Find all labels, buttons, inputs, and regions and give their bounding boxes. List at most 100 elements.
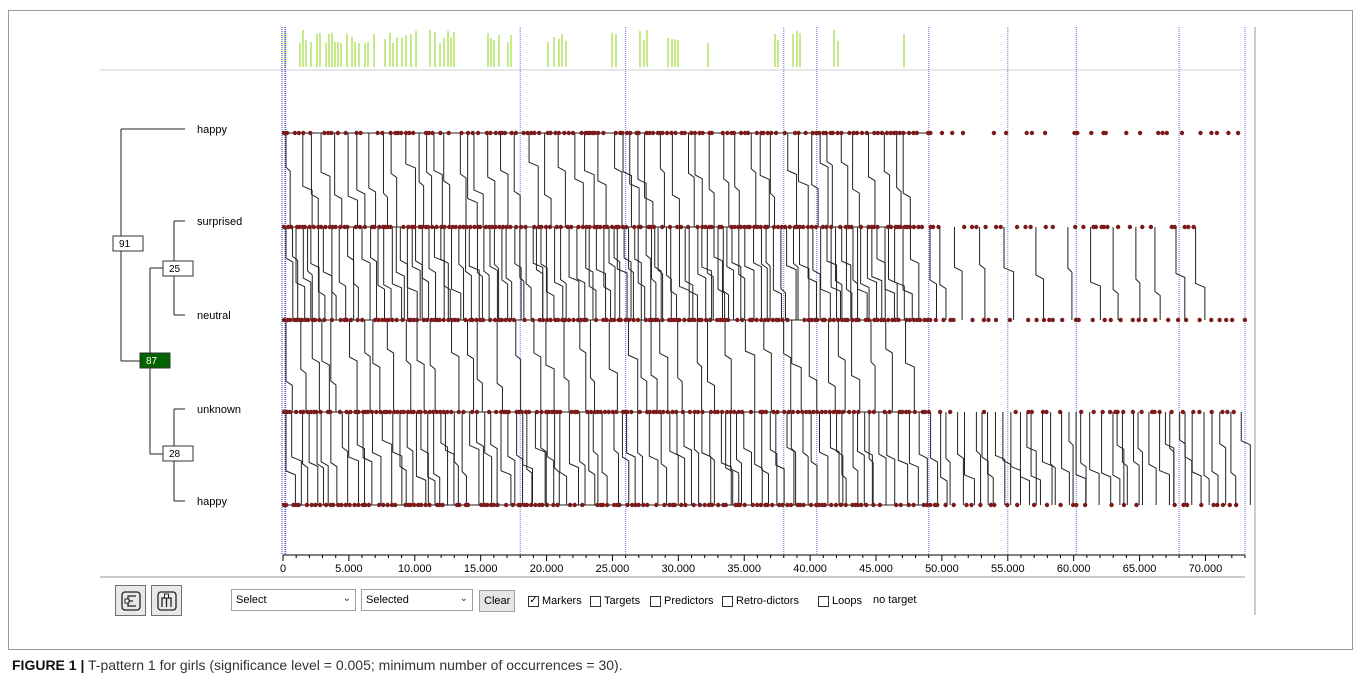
event-dot-628 bbox=[760, 409, 766, 415]
markers-checkbox[interactable]: ✓ Markers bbox=[528, 593, 582, 609]
pattern-line-190 bbox=[563, 320, 570, 412]
event-dot-289 bbox=[875, 224, 880, 230]
targets-checkbox[interactable]: Targets bbox=[590, 593, 640, 609]
event-dot-90 bbox=[754, 130, 760, 136]
predictors-checkbox-label: Predictors bbox=[664, 595, 714, 607]
event-dot-197 bbox=[464, 224, 469, 230]
event-dot-409 bbox=[618, 317, 623, 323]
event-dot-195 bbox=[457, 224, 463, 230]
pattern-line-68 bbox=[383, 227, 392, 320]
event-dot-593 bbox=[598, 409, 603, 415]
event-dot-751 bbox=[555, 502, 560, 508]
event-dot-151 bbox=[1235, 130, 1241, 136]
event-dot-174 bbox=[372, 224, 377, 230]
pattern-line-221 bbox=[348, 412, 360, 505]
event-dot-120 bbox=[894, 130, 899, 136]
event-dot-829 bbox=[978, 502, 983, 508]
retro-dictors-checkbox[interactable]: Retro-dictors bbox=[722, 593, 799, 609]
event-dot-788 bbox=[755, 502, 760, 508]
event-dot-716 bbox=[389, 502, 395, 508]
event-dot-701 bbox=[323, 502, 329, 508]
event-dot-657 bbox=[903, 409, 909, 415]
pattern-line-313 bbox=[1080, 412, 1087, 505]
event-dot-153 bbox=[285, 224, 291, 230]
event-dot-713 bbox=[376, 502, 382, 508]
pattern-line-255 bbox=[601, 412, 608, 505]
event-dot-430 bbox=[699, 317, 704, 323]
pattern-line-99 bbox=[568, 227, 580, 320]
event-dot-30 bbox=[475, 130, 481, 136]
predictors-checkbox[interactable]: Predictors bbox=[650, 593, 714, 609]
tree-vertical-button[interactable] bbox=[151, 585, 182, 616]
select-dropdown[interactable]: Select ⌄ bbox=[231, 589, 356, 611]
pattern-line-77 bbox=[433, 227, 445, 320]
pattern-line-15 bbox=[459, 133, 467, 227]
event-dot-509 bbox=[1153, 317, 1158, 323]
pattern-line-220 bbox=[341, 412, 349, 505]
event-dot-122 bbox=[901, 130, 906, 136]
predictors-checkbox-box[interactable] bbox=[650, 595, 661, 607]
event-dot-608 bbox=[661, 409, 666, 415]
retro-dictors-checkbox-box[interactable] bbox=[722, 595, 733, 607]
markers-checkbox-box[interactable]: ✓ bbox=[528, 595, 539, 607]
pattern-line-13 bbox=[433, 133, 443, 227]
event-dot-263 bbox=[758, 224, 763, 230]
event-dot-822 bbox=[928, 502, 933, 508]
pattern-line-7 bbox=[368, 133, 377, 227]
event-dot-811 bbox=[855, 502, 860, 508]
event-dot-842 bbox=[1134, 502, 1139, 508]
pattern-line-249 bbox=[554, 412, 560, 505]
event-dot-629 bbox=[763, 409, 769, 415]
clear-button[interactable]: Clear bbox=[479, 590, 516, 612]
pattern-line-165 bbox=[1090, 227, 1101, 320]
event-dot-49 bbox=[566, 130, 571, 136]
event-dot-249 bbox=[703, 224, 708, 230]
loops-checkbox[interactable]: Loops bbox=[818, 593, 862, 609]
event-dot-11 bbox=[354, 130, 359, 136]
pattern-line-307 bbox=[1030, 412, 1041, 505]
pattern-line-20 bbox=[513, 133, 521, 227]
tree-horizontal-button[interactable] bbox=[115, 585, 146, 616]
event-dot-404 bbox=[601, 317, 606, 323]
event-dot-444 bbox=[762, 317, 768, 323]
event-dot-255 bbox=[732, 224, 737, 230]
pattern-line-130 bbox=[744, 227, 755, 320]
pattern-line-332 bbox=[1240, 412, 1251, 505]
event-dot-557 bbox=[431, 409, 436, 415]
event-dot-218 bbox=[554, 224, 559, 230]
event-dot-505 bbox=[1118, 317, 1123, 323]
pattern-line-270 bbox=[730, 412, 740, 505]
event-dot-524 bbox=[301, 409, 306, 415]
pattern-line-186 bbox=[496, 320, 503, 412]
pattern-line-9 bbox=[390, 133, 398, 227]
event-dot-62 bbox=[624, 130, 630, 136]
event-dot-412 bbox=[631, 317, 636, 323]
pattern-line-280 bbox=[810, 412, 818, 505]
pattern-line-128 bbox=[731, 227, 742, 320]
pattern-line-103 bbox=[595, 227, 607, 320]
loops-checkbox-box[interactable] bbox=[818, 595, 829, 607]
event-dot-127 bbox=[928, 130, 933, 136]
pattern-line-181 bbox=[416, 320, 425, 412]
event-dot-86 bbox=[731, 130, 737, 136]
event-dot-13 bbox=[375, 130, 380, 136]
event-dot-339 bbox=[305, 317, 311, 323]
event-dot-10 bbox=[343, 130, 348, 136]
tree-node-label-28: 28 bbox=[169, 449, 181, 460]
tree-node-91 bbox=[112, 235, 144, 252]
event-dot-327 bbox=[1172, 224, 1177, 230]
event-dot-95 bbox=[773, 130, 779, 136]
event-dot-691 bbox=[1231, 409, 1236, 415]
event-dot-58 bbox=[601, 130, 606, 136]
event-dot-210 bbox=[514, 224, 519, 230]
event-dot-634 bbox=[790, 409, 796, 415]
event-dot-348 bbox=[348, 317, 354, 323]
event-dot-459 bbox=[831, 317, 836, 323]
event-dot-189 bbox=[434, 224, 439, 230]
selected-dropdown[interactable]: Selected ⌄ bbox=[361, 589, 473, 611]
pattern-line-86 bbox=[489, 227, 498, 320]
event-dot-623 bbox=[732, 409, 737, 415]
event-dot-345 bbox=[338, 317, 343, 323]
pattern-line-263 bbox=[676, 412, 686, 505]
targets-checkbox-box[interactable] bbox=[590, 595, 601, 607]
